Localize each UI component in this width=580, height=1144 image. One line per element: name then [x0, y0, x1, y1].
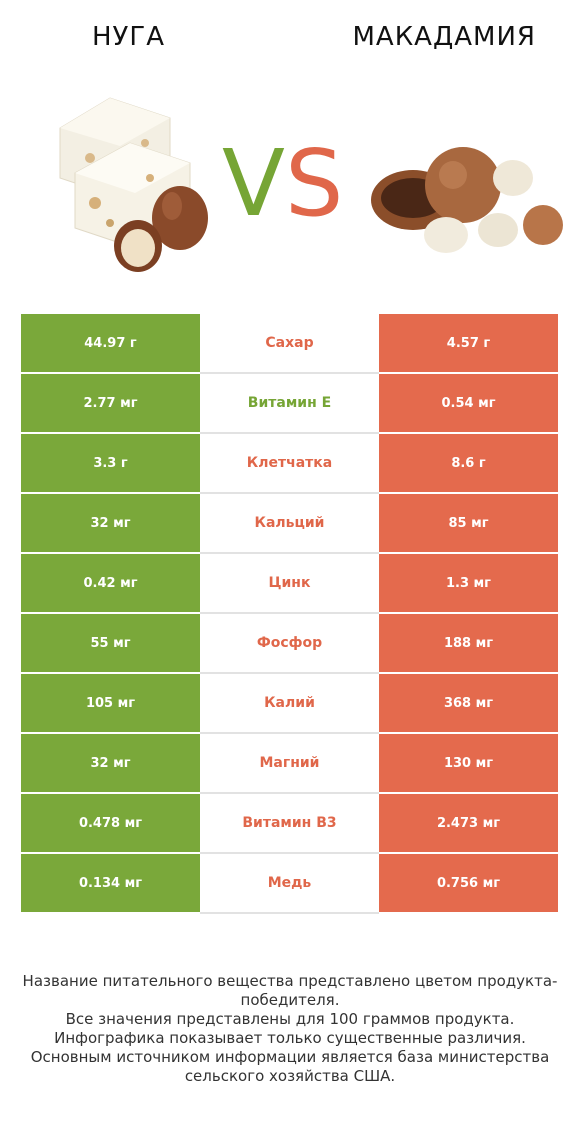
right-value-cell: 1.3 мг: [379, 554, 558, 612]
table-row: 32 мг Магний 130 мг: [21, 734, 558, 794]
header: НУГА МАКАДАМИЯ VS: [0, 0, 580, 300]
nutrient-name-cell: Фосфор: [200, 614, 379, 672]
right-value-cell: 188 мг: [379, 614, 558, 672]
nougat-image: [59, 97, 208, 272]
footer-line: Название питательного вещества представл…: [22, 972, 558, 1009]
left-product-title: НУГА: [92, 22, 166, 52]
nutrient-name-cell: Калий: [200, 674, 379, 732]
left-value-cell: 2.77 мг: [21, 374, 200, 432]
left-value-cell: 44.97 г: [21, 314, 200, 372]
right-value-cell: 85 мг: [379, 494, 558, 552]
row-divider: [200, 672, 379, 674]
nutrient-name-cell: Медь: [200, 854, 379, 912]
table-row: 44.97 г Сахар 4.57 г: [21, 314, 558, 374]
table-row: 0.42 мг Цинк 1.3 мг: [21, 554, 558, 614]
table-row: 3.3 г Клетчатка 8.6 г: [21, 434, 558, 494]
row-divider: [200, 732, 379, 734]
table-row: 0.134 мг Медь 0.756 мг: [21, 854, 558, 914]
row-divider: [200, 432, 379, 434]
nutrient-name-cell: Сахар: [200, 314, 379, 372]
nutrient-name-cell: Витамин B3: [200, 794, 379, 852]
right-value-cell: 130 мг: [379, 734, 558, 792]
table-row: 2.77 мг Витамин E 0.54 мг: [21, 374, 558, 434]
nutrient-name-cell: Кальций: [200, 494, 379, 552]
footer-notes: Название питательного вещества представл…: [20, 972, 560, 1086]
right-value-cell: 0.54 мг: [379, 374, 558, 432]
row-divider: [200, 492, 379, 494]
macadamia-image: [371, 147, 563, 253]
left-value-cell: 55 мг: [21, 614, 200, 672]
nutrient-name-cell: Витамин E: [200, 374, 379, 432]
row-divider: [200, 372, 379, 374]
table-row: 105 мг Калий 368 мг: [21, 674, 558, 734]
right-product-title: МАКАДАМИЯ: [352, 22, 536, 52]
left-value-cell: 0.478 мг: [21, 794, 200, 852]
row-divider: [200, 792, 379, 794]
comparison-table: 44.97 г Сахар 4.57 г 2.77 мг Витамин E 0.54 м…: [21, 314, 558, 914]
footer-line: Основным источником информации является …: [30, 1048, 550, 1085]
left-value-cell: 0.134 мг: [21, 854, 200, 912]
row-divider: [200, 852, 379, 854]
footer-line: Инфографика показывает только существенн…: [54, 1029, 526, 1047]
footer-line: Все значения представлены для 100 граммо…: [65, 1010, 515, 1028]
right-value-cell: 368 мг: [379, 674, 558, 732]
row-divider: [200, 912, 379, 914]
table-row: 55 мг Фосфор 188 мг: [21, 614, 558, 674]
vs-logo: VS: [222, 130, 344, 237]
right-value-cell: 4.57 г: [379, 314, 558, 372]
right-value-cell: 8.6 г: [379, 434, 558, 492]
right-value-cell: 0.756 мг: [379, 854, 558, 912]
table-row: 0.478 мг Витамин B3 2.473 мг: [21, 794, 558, 854]
nutrient-name-cell: Цинк: [200, 554, 379, 612]
nutrient-name-cell: Клетчатка: [200, 434, 379, 492]
left-value-cell: 0.42 мг: [21, 554, 200, 612]
left-value-cell: 32 мг: [21, 734, 200, 792]
left-value-cell: 3.3 г: [21, 434, 200, 492]
nutrient-name-cell: Магний: [200, 734, 379, 792]
table-row: 32 мг Кальций 85 мг: [21, 494, 558, 554]
left-value-cell: 105 мг: [21, 674, 200, 732]
right-value-cell: 2.473 мг: [379, 794, 558, 852]
left-value-cell: 32 мг: [21, 494, 200, 552]
row-divider: [200, 612, 379, 614]
row-divider: [200, 552, 379, 554]
